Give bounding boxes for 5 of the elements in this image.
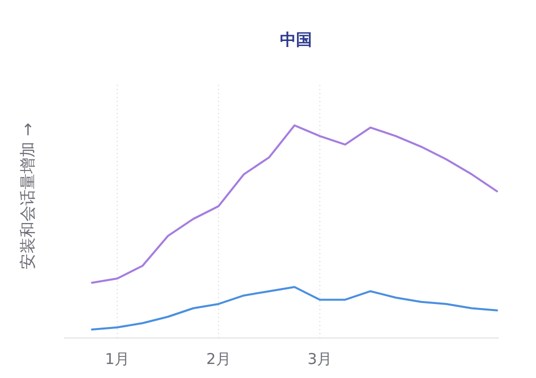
y-axis-title: 安装和会话量增加 → [18,122,37,270]
x-tick-label: 2月 [206,350,231,368]
x-tick-label: 1月 [105,350,130,368]
x-tick-label: 3月 [308,350,332,368]
chart-title: 中国 [280,30,312,49]
